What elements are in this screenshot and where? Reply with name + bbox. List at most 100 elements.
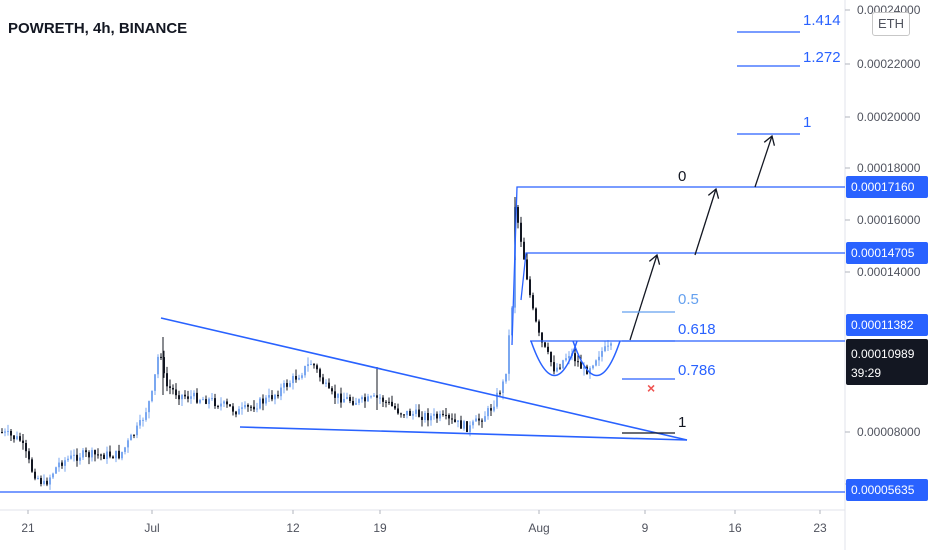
candle-body	[442, 413, 444, 415]
candle-body	[196, 392, 198, 403]
candle-body	[607, 345, 609, 347]
candle-body	[307, 364, 309, 367]
candle-body	[190, 396, 192, 399]
candle-body	[535, 308, 537, 322]
candle-body	[40, 477, 42, 484]
candle-body	[358, 399, 360, 403]
candle-body	[553, 362, 555, 372]
candle-body	[208, 398, 210, 404]
current-price-tag[interactable]	[846, 339, 928, 385]
y-axis-tick-label: 0.00014000	[857, 265, 921, 279]
candle-body	[82, 450, 84, 458]
x-axis-tick-label: 9	[642, 521, 649, 535]
resistance-line-upper[interactable]	[511, 186, 845, 346]
candle-body	[157, 356, 159, 375]
price-tag[interactable]	[846, 176, 928, 198]
candle-body	[265, 397, 267, 404]
candle-body	[166, 373, 168, 387]
candle-body	[139, 420, 141, 426]
candle-body	[256, 408, 258, 410]
candle-body	[439, 413, 441, 419]
candle-body	[130, 434, 132, 441]
candle-body	[460, 420, 462, 429]
candle-body	[169, 386, 171, 388]
candle-body	[73, 454, 75, 456]
candle-body	[19, 436, 21, 441]
candle-body	[502, 381, 504, 393]
candle-body	[418, 409, 420, 417]
candle-body	[79, 457, 81, 461]
candle-body	[118, 450, 120, 459]
current-price-value: 0.00010989	[851, 347, 915, 361]
candle-body	[232, 406, 234, 412]
candle-body	[154, 374, 156, 391]
projection-arrow	[694, 188, 717, 256]
double-bottom-arc-right[interactable]	[572, 340, 621, 376]
candle-body	[349, 397, 351, 401]
price-tag[interactable]	[846, 314, 928, 336]
candle-body	[25, 443, 27, 452]
candle-body	[355, 402, 357, 405]
candle-body	[10, 430, 12, 436]
candle-body	[52, 473, 54, 478]
candle-body	[211, 398, 213, 400]
candle-body	[421, 416, 423, 420]
candle-body	[214, 398, 216, 407]
candle-body	[319, 369, 321, 378]
y-axis-tick-label: 0.00016000	[857, 213, 921, 227]
candle-body	[241, 407, 243, 409]
x-axis-tick-label: Aug	[528, 521, 549, 535]
candle-body	[133, 434, 135, 436]
resistance-line-middle[interactable]	[520, 252, 845, 301]
candle-body	[364, 397, 366, 402]
candle-body	[322, 377, 324, 384]
candle-body	[352, 400, 354, 405]
candle-body	[142, 419, 144, 421]
price-tag[interactable]	[846, 479, 928, 501]
currency-badge[interactable]: ETH	[872, 12, 910, 36]
wedge-upper-trendline[interactable]	[160, 317, 688, 441]
candle-body	[427, 413, 429, 421]
candle-body	[340, 393, 342, 403]
candle-body	[250, 406, 252, 408]
candle-body	[331, 388, 333, 392]
y-axis-tick-label: 0.00022000	[857, 57, 921, 71]
candle-body	[526, 259, 528, 280]
y-axis-tick-label: 0.00018000	[857, 161, 921, 175]
double-bottom-arc-left[interactable]	[530, 340, 578, 376]
candle-body	[316, 365, 318, 370]
price-tag-label: 0.00014705	[851, 246, 915, 260]
candle-body	[94, 450, 96, 455]
candle-body	[301, 375, 303, 378]
candle-body	[136, 425, 138, 436]
candle-body	[115, 450, 117, 459]
candle-body	[274, 394, 276, 400]
candle-body	[544, 342, 546, 347]
candle-body	[430, 415, 432, 421]
candle-body	[496, 392, 498, 407]
candle-body	[100, 454, 102, 456]
price-tag[interactable]	[846, 242, 928, 264]
candle-body	[328, 382, 330, 389]
candle-body	[337, 393, 339, 398]
candle-body	[292, 376, 294, 384]
candle-body	[106, 451, 108, 459]
candle-body	[388, 401, 390, 403]
candle-body	[295, 376, 297, 380]
candle-body	[466, 421, 468, 432]
candle-body	[247, 404, 249, 407]
stop-loss-marker: ×	[647, 380, 655, 396]
candle-body	[28, 451, 30, 460]
fib-level-label: 1	[803, 114, 811, 131]
candle-body	[286, 383, 288, 387]
candle-body	[304, 366, 306, 376]
arrow-head	[648, 253, 661, 265]
candle-body	[445, 414, 447, 416]
wedge-lower-trendline[interactable]	[239, 426, 688, 441]
bar-countdown: 39:29	[851, 366, 881, 380]
candle-body	[499, 392, 501, 394]
symbol-title[interactable]: POWRETH, 4h, BINANCE	[8, 20, 188, 37]
candle-body	[394, 406, 396, 409]
